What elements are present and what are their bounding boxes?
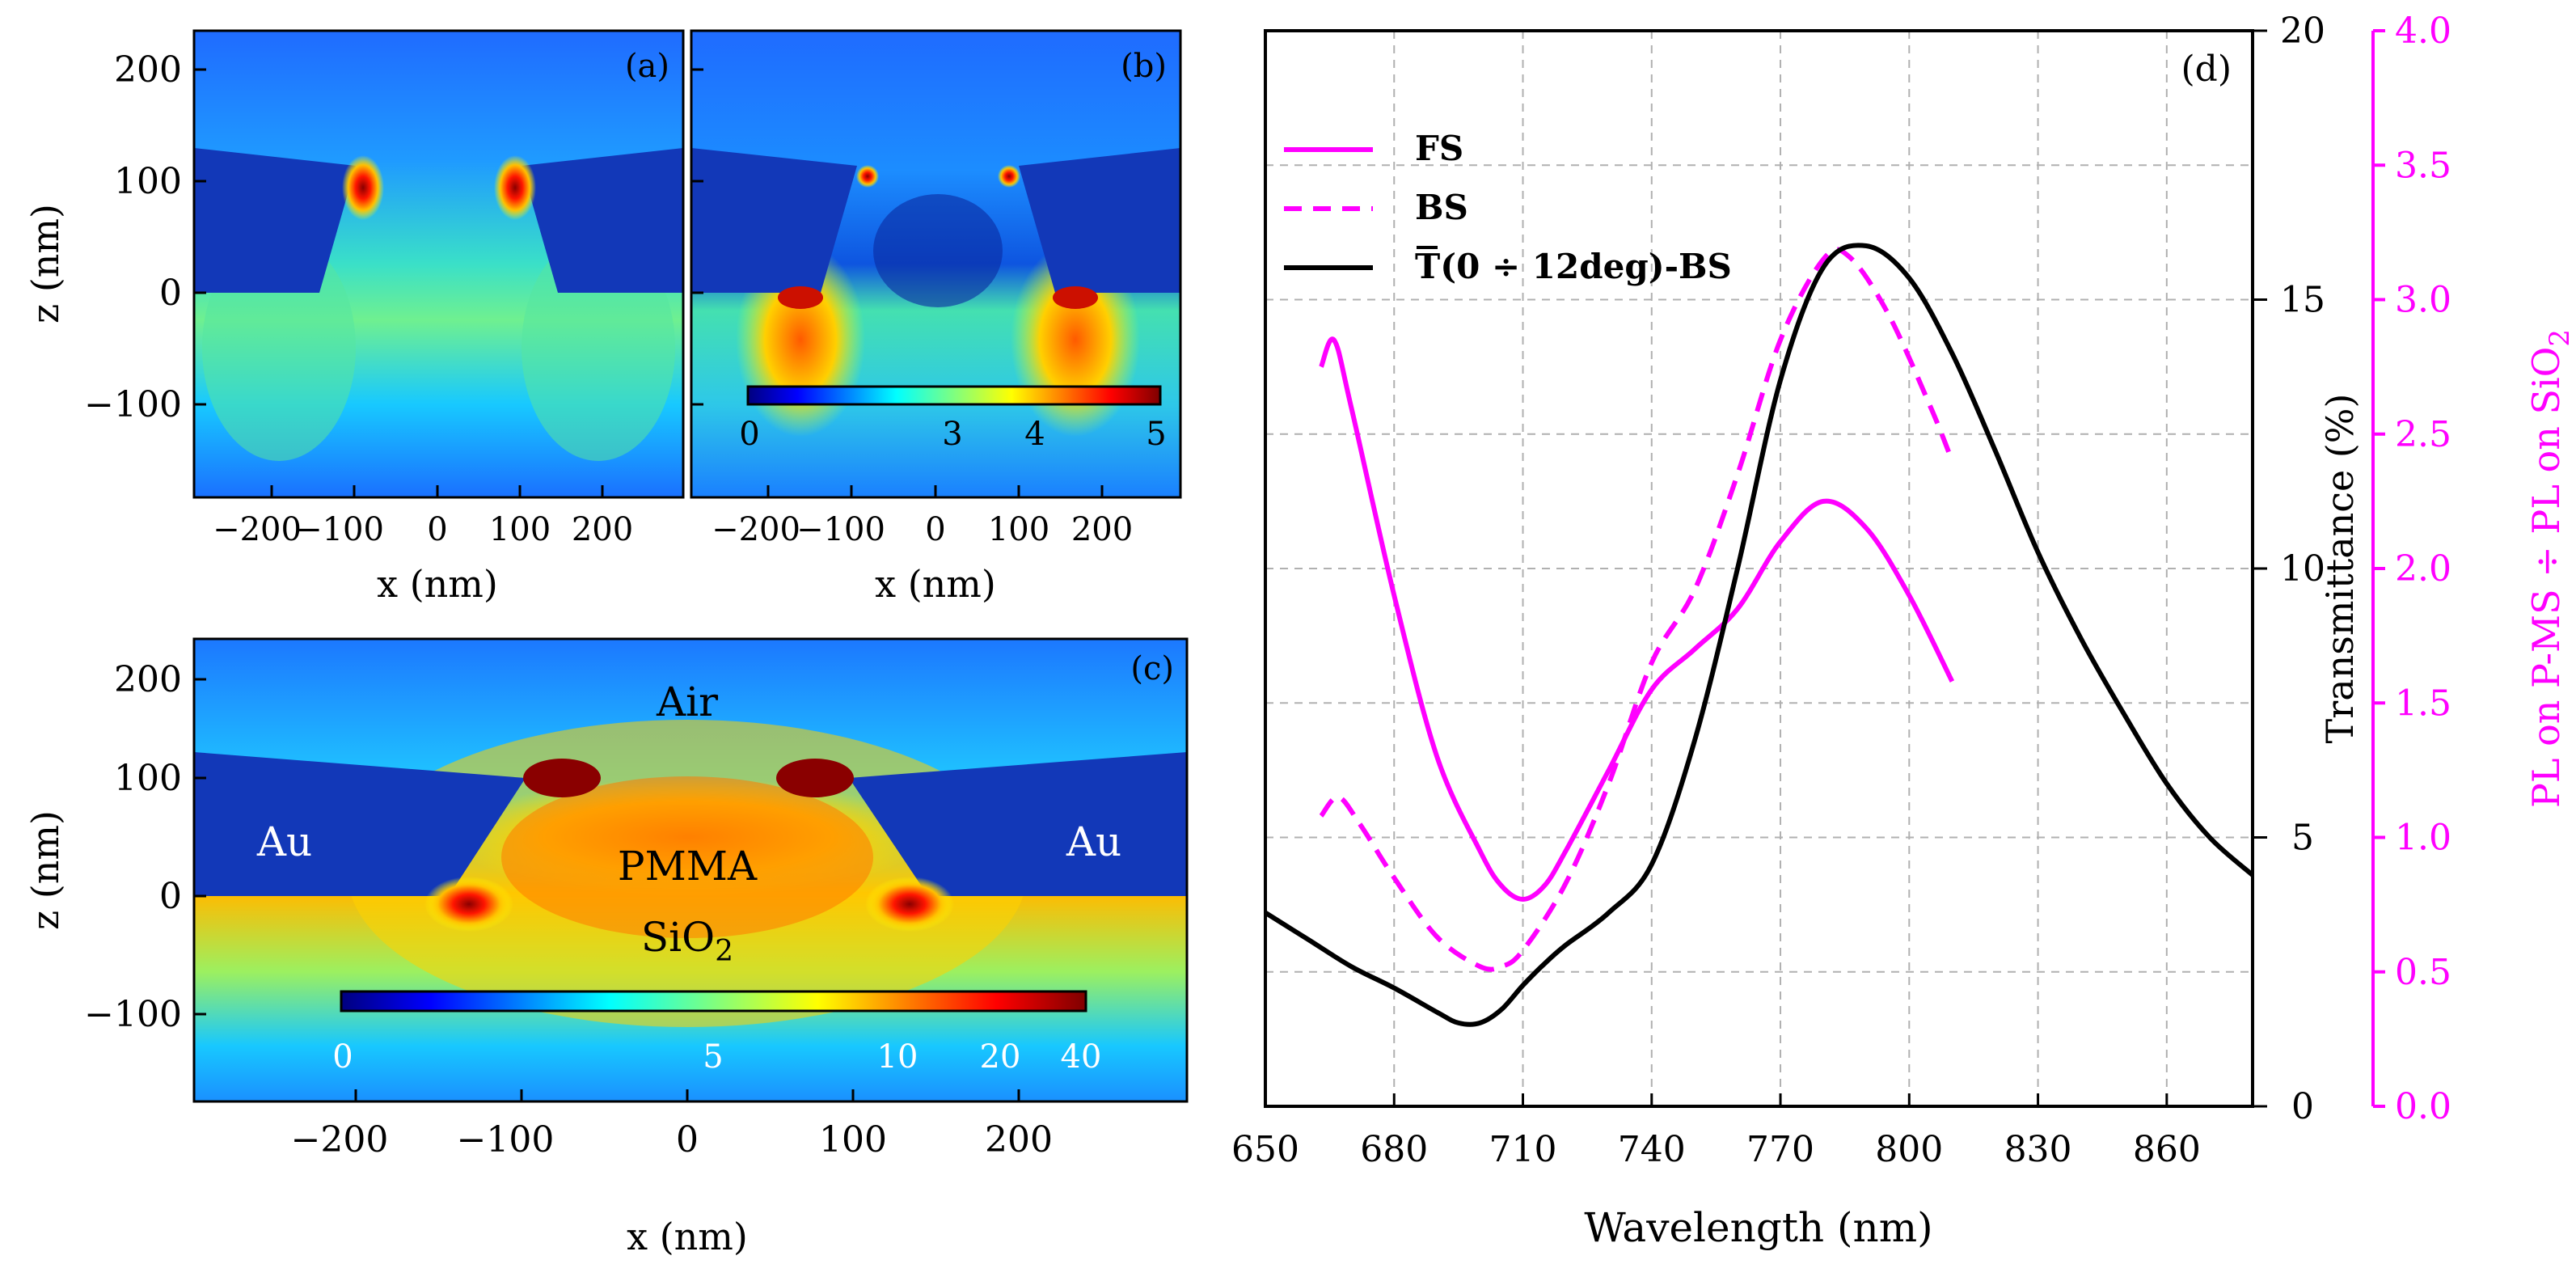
colorbar-tick-label: 5 [703, 1038, 723, 1076]
x-axis-label: Wavelength (nm) [1584, 1204, 1932, 1251]
label-air: Air [656, 679, 718, 725]
panel-d-spectra-chart: 650 680 710 740 770 800 830 860 0 5 10 15 20 0.0 0.5… [1231, 11, 2576, 1251]
y-tick-label: 200 [114, 49, 182, 91]
panel-b-field-map: (b) 0 3 4 5 −200 −100 0 100 200 x (nm) [690, 29, 1182, 606]
grid [1265, 31, 2253, 1106]
x-tick-label: 100 [819, 1119, 887, 1161]
y-right-tick-label: 3.0 [2395, 280, 2451, 321]
x-tick-label: 680 [1360, 1129, 1428, 1170]
legend-label-bs: BS [1415, 188, 1468, 227]
gold-electrode-right [522, 148, 683, 293]
panel-a-xlabel: x (nm) [377, 562, 498, 606]
x-tick-label: 0 [925, 511, 945, 548]
colorbar-tick-label: 4 [1024, 416, 1045, 453]
y-left-tick-label: 20 [2280, 11, 2325, 52]
y-axis-right-label: PL on P-MS ÷ PL on SiO2 [2524, 329, 2576, 808]
x-tick-label: 710 [1489, 1129, 1557, 1170]
y-tick-label: 100 [114, 758, 182, 799]
y-right-tick-label: 2.5 [2395, 414, 2451, 455]
panel-c-xlabel: x (nm) [627, 1215, 748, 1258]
y-tick-label: −100 [84, 994, 182, 1035]
x-tick-label: 100 [489, 511, 551, 548]
y-right-tick-label: 0.0 [2395, 1086, 2451, 1127]
colorbar-tick-label: 40 [1061, 1038, 1102, 1076]
panel-a-tag: (a) [625, 48, 669, 85]
panel-a-field-map: (a) −200 −100 0 100 200 200 100 0 −100 x… [23, 29, 685, 606]
legend-label-t: T(0 ÷ 12deg)-BS [1415, 247, 1732, 286]
x-tick-label: −100 [796, 511, 885, 548]
colorbar-tick-label: 20 [980, 1038, 1021, 1076]
gold-electrode-left [194, 752, 526, 896]
gold-electrode-left [194, 148, 356, 293]
y-right-tick-label: 0.5 [2395, 952, 2451, 993]
y-right-tick-label: 1.0 [2395, 818, 2451, 859]
colorbar [340, 990, 1087, 1013]
y-right-tick-label: 4.0 [2395, 11, 2451, 52]
colorbar-tick-label: 0 [332, 1038, 353, 1076]
x-tick-label: −200 [291, 1119, 389, 1161]
x-tick-label: 200 [985, 1119, 1053, 1161]
panel-c-field-map: (c) Air Au Au PMMA SiO2 0 5 10 20 40 −20… [23, 637, 1189, 1258]
y-right-tick-label: 1.5 [2395, 683, 2451, 724]
colorbar-tick-label: 10 [877, 1038, 918, 1076]
label-au-right: Au [1066, 818, 1121, 865]
y-tick-label: 200 [114, 659, 182, 700]
x-tick-label: 740 [1618, 1129, 1686, 1170]
y-right-tick-label: 3.5 [2395, 145, 2451, 186]
gold-electrode-left [691, 148, 857, 293]
panel-a-ylabel: z (nm) [23, 204, 67, 323]
x-tick-label: 800 [1875, 1129, 1943, 1170]
x-tick-label: 830 [2004, 1129, 2072, 1170]
colorbar-tick-label: 3 [942, 416, 962, 453]
y-tick-label: 100 [114, 161, 182, 202]
colorbar-tick-label: 0 [739, 416, 759, 453]
y-axis-left-label: Transmittance (%) [2318, 394, 2362, 744]
legend: FS BS T(0 ÷ 12deg)-BS [1284, 129, 1732, 286]
y-tick-label: 0 [159, 273, 182, 314]
x-tick-label: −200 [213, 511, 302, 548]
x-tick-label: 200 [1071, 511, 1133, 548]
x-tick-label: 100 [988, 511, 1049, 548]
colorbar-tick-label: 5 [1146, 416, 1166, 453]
x-tick-label: −200 [712, 511, 800, 548]
panel-d-tag: (d) [2181, 49, 2232, 90]
panel-c-tag: (c) [1130, 650, 1174, 687]
x-tick-label: 650 [1231, 1129, 1299, 1170]
legend-label-fs: FS [1415, 129, 1463, 168]
x-tick-label: 200 [572, 511, 633, 548]
panel-b-tag: (b) [1121, 48, 1167, 85]
gold-electrode-right [1019, 148, 1180, 293]
series-transmittance-line [1265, 243, 2253, 1027]
y-right-tick-label: 2.0 [2395, 548, 2451, 590]
label-pmma: PMMA [618, 843, 758, 890]
y-left-tick-label: 5 [2291, 818, 2314, 859]
colorbar [746, 385, 1162, 406]
y-left-tick-label: 10 [2280, 548, 2325, 590]
panel-b-xlabel: x (nm) [875, 562, 996, 606]
y-tick-label: −100 [84, 384, 182, 425]
y-left-tick-label: 0 [2291, 1086, 2314, 1127]
gold-electrode-right [849, 752, 1187, 896]
x-tick-label: −100 [295, 511, 384, 548]
x-tick-label: 770 [1746, 1129, 1814, 1170]
label-au-left: Au [256, 818, 312, 865]
series-bs-line [1319, 247, 1955, 972]
x-tick-label: −100 [457, 1119, 555, 1161]
x-tick-label: 0 [427, 511, 447, 548]
y-left-tick-label: 15 [2280, 280, 2325, 321]
x-tick-label: 860 [2133, 1129, 2201, 1170]
y-tick-label: 0 [159, 876, 182, 917]
panel-c-ylabel: z (nm) [23, 810, 67, 930]
x-tick-label: 0 [676, 1119, 699, 1161]
label-sio2: SiO2 [641, 914, 733, 968]
series-fs-line [1319, 336, 1955, 902]
